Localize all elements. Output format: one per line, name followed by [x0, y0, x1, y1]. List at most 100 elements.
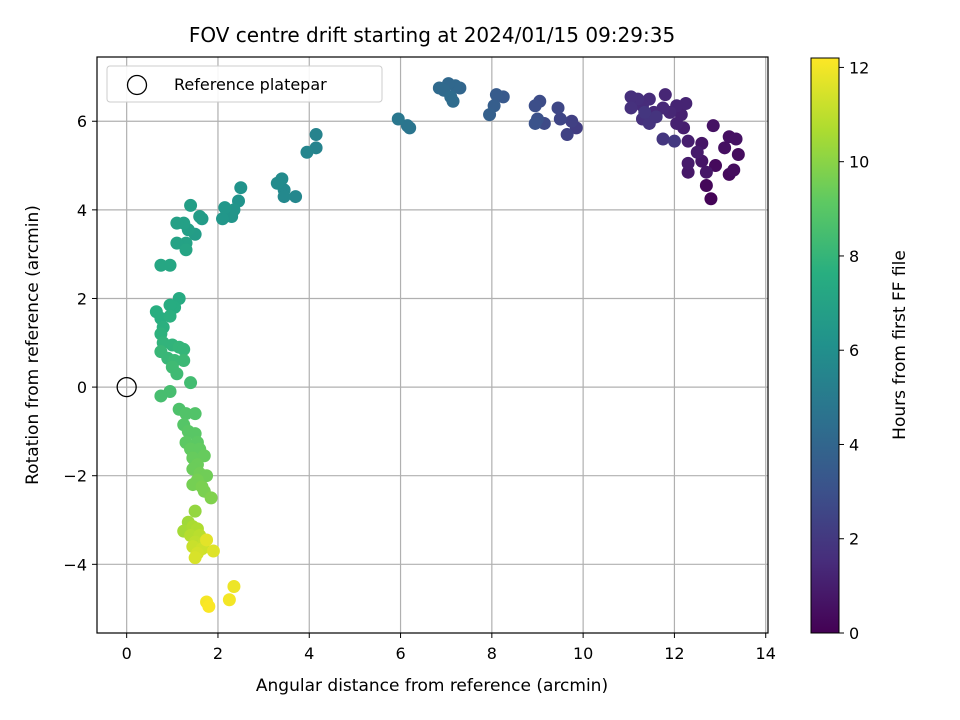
- data-point: [706, 119, 720, 133]
- colorbar-tick-label: 10: [849, 153, 869, 172]
- data-point: [188, 504, 202, 518]
- data-point: [565, 114, 579, 128]
- x-tick-label: 0: [122, 644, 132, 663]
- data-point: [177, 354, 191, 368]
- data-point: [184, 376, 198, 390]
- data-point: [179, 243, 193, 257]
- legend-marker-circle-icon: [126, 74, 148, 96]
- data-point: [188, 407, 202, 421]
- data-point: [690, 145, 704, 159]
- colorbar-tick-label: 4: [849, 435, 859, 454]
- data-point: [560, 128, 574, 142]
- data-point: [727, 163, 741, 177]
- data-point: [216, 212, 230, 226]
- colorbar: 0 2 4 6 8 10 12 Hours from first FF file: [810, 57, 910, 643]
- data-point: [483, 108, 497, 122]
- data-point: [154, 389, 168, 403]
- colorbar-tick-label: 12: [849, 58, 869, 77]
- x-tick-label: 10: [573, 644, 593, 663]
- x-tick-label: 2: [213, 644, 223, 663]
- data-point: [489, 88, 503, 102]
- data-point: [681, 134, 695, 148]
- data-point: [170, 236, 184, 250]
- colorbar-label: Hours from first FF file: [890, 250, 910, 440]
- data-point: [206, 544, 220, 558]
- data-point: [202, 599, 216, 613]
- x-tick-label: 14: [756, 644, 776, 663]
- data-point: [649, 110, 663, 124]
- data-point: [184, 198, 198, 212]
- data-point: [551, 101, 565, 115]
- data-point: [718, 141, 732, 155]
- x-tick-label: 4: [304, 644, 314, 663]
- colorbar-tick-label: 2: [849, 530, 859, 549]
- legend-box: [106, 65, 383, 103]
- scatter-points: [149, 77, 745, 613]
- data-point: [197, 449, 211, 463]
- x-tick-label: 8: [487, 644, 497, 663]
- colorbar-gradient: [810, 57, 840, 634]
- y-axis-label: Rotation from reference (arcmin): [23, 205, 43, 485]
- data-point: [193, 210, 207, 224]
- data-point: [227, 579, 241, 593]
- data-point: [528, 99, 542, 113]
- y-tick-label: 4: [77, 201, 87, 220]
- data-point: [400, 119, 414, 133]
- chart-title: FOV centre drift starting at 2024/01/15 …: [189, 23, 675, 47]
- data-point: [432, 81, 446, 95]
- data-point: [667, 134, 681, 148]
- data-point: [222, 593, 236, 607]
- x-axis: 0 2 4 6 8 10 12 14: [122, 633, 776, 663]
- data-point: [729, 132, 743, 146]
- data-point: [179, 407, 193, 421]
- y-tick-label: −2: [63, 467, 87, 486]
- data-point: [658, 88, 672, 102]
- data-point: [731, 147, 745, 161]
- data-point: [300, 145, 314, 159]
- data-point: [177, 342, 191, 356]
- data-point: [170, 367, 184, 381]
- data-point: [528, 116, 542, 130]
- legend: Reference platepar: [106, 65, 383, 103]
- data-point: [234, 181, 248, 195]
- data-point: [188, 551, 202, 565]
- data-point: [204, 491, 218, 505]
- data-point: [638, 105, 652, 119]
- data-point: [699, 178, 713, 192]
- plot-frame: [96, 56, 769, 634]
- legend-label: Reference platepar: [174, 75, 327, 94]
- y-tick-label: 2: [77, 289, 87, 308]
- x-tick-label: 12: [664, 644, 684, 663]
- reference-marker-circle-icon: [116, 376, 137, 398]
- colorbar-tick-label: 8: [849, 247, 859, 266]
- x-axis-label: Angular distance from reference (arcmin): [256, 676, 608, 696]
- data-point: [218, 201, 232, 215]
- data-point: [656, 132, 670, 146]
- data-point: [624, 90, 638, 104]
- data-point: [277, 190, 291, 204]
- data-point: [289, 190, 303, 204]
- data-point: [553, 112, 567, 126]
- plot-area: [96, 56, 769, 634]
- data-point: [170, 216, 184, 230]
- data-point: [270, 176, 284, 190]
- data-point: [681, 156, 695, 170]
- y-tick-label: −4: [63, 555, 87, 574]
- data-point: [200, 533, 214, 547]
- y-axis: −4 −2 0 2 4 6: [63, 112, 97, 574]
- data-point: [163, 309, 177, 323]
- data-point: [446, 94, 460, 108]
- data-point: [699, 165, 713, 179]
- colorbar-tick-label: 6: [849, 341, 859, 360]
- data-point: [154, 258, 168, 272]
- data-point: [709, 159, 723, 173]
- data-point: [309, 128, 323, 142]
- x-tick-label: 6: [395, 644, 405, 663]
- y-tick-label: 0: [77, 378, 87, 397]
- colorbar-tick-label: 0: [849, 624, 859, 643]
- data-point: [391, 112, 405, 126]
- data-point: [704, 192, 718, 206]
- data-point: [163, 258, 177, 272]
- y-tick-label: 6: [77, 112, 87, 131]
